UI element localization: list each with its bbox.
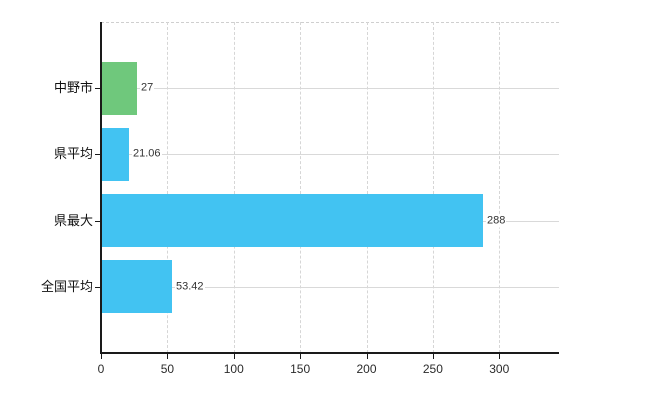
category-label: 県最大 [53, 212, 93, 228]
x-axis-tick [499, 353, 501, 359]
x-tick-label: 50 [160, 362, 175, 376]
x-gridline [432, 22, 434, 353]
bar-value-label: 27 [140, 81, 155, 95]
bar-value-label: 21.06 [132, 147, 162, 161]
x-tick-label: 150 [290, 362, 311, 376]
category-label: 中野市 [53, 80, 93, 96]
x-gridline [167, 22, 169, 353]
x-tick-label: 0 [97, 362, 105, 376]
x-gridline [366, 22, 368, 353]
category-label: 県平均 [53, 146, 93, 162]
x-tick-label: 300 [489, 362, 510, 376]
x-axis-tick [366, 353, 368, 359]
y-axis-tick [95, 286, 101, 288]
bar-3 [102, 194, 483, 247]
x-gridline [300, 22, 302, 353]
y-axis-line [100, 22, 102, 354]
y-axis-tick [95, 220, 101, 222]
y-axis-tick [95, 88, 101, 90]
category-gridline [101, 88, 559, 90]
x-axis-tick [300, 353, 302, 359]
x-axis-tick [167, 353, 169, 359]
category-label: 全国平均 [40, 278, 93, 294]
x-tick-label: 200 [356, 362, 377, 376]
x-axis-tick [101, 353, 102, 359]
x-axis-line [100, 352, 559, 354]
x-tick-label: 250 [422, 362, 443, 376]
bar-value-label: 53.42 [175, 280, 205, 294]
x-axis-tick [233, 353, 235, 359]
category-gridline [101, 154, 559, 156]
y-axis-tick [95, 154, 101, 156]
x-tick-label: 100 [223, 362, 244, 376]
plot-top-border [101, 22, 559, 23]
x-axis-tick [432, 353, 434, 359]
bar-1 [102, 62, 137, 115]
x-gridline [233, 22, 235, 353]
category-gridline [101, 286, 559, 288]
x-gridline [499, 22, 501, 353]
bar-value-label: 288 [486, 214, 507, 228]
bar-2 [102, 128, 129, 181]
bar-4 [102, 260, 172, 313]
